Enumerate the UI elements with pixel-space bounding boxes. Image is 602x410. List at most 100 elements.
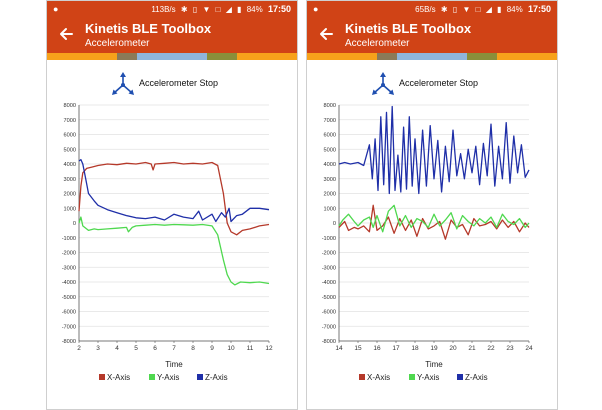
accelerometer-stop-label[interactable]: Accelerometer Stop: [139, 78, 219, 88]
accelerometer-toggle[interactable]: Accelerometer Stop: [47, 71, 297, 101]
series-line-y-axis: [78, 216, 270, 286]
app-bar: Kinetis BLE Toolbox Accelerometer: [47, 17, 297, 53]
battery-percent: 84%: [506, 5, 523, 14]
clock: 17:50: [267, 4, 291, 14]
x-tick-label: 8: [191, 345, 195, 352]
y-tick-label: 4000: [64, 162, 76, 168]
x-tick-label: 24: [525, 345, 533, 352]
strip-segment: [207, 53, 237, 60]
y-tick-label: 7000: [324, 118, 336, 124]
y-tick-label: 3000: [64, 177, 76, 183]
y-tick-label: -7000: [322, 324, 336, 330]
wifi-icon: ▼: [462, 5, 471, 14]
y-tick-label: -2000: [62, 251, 76, 257]
x-tick-label: 21: [468, 345, 476, 352]
clock: 17:50: [527, 4, 551, 14]
legend-label: Y-Axis: [417, 373, 439, 382]
y-tick-label: -8000: [62, 339, 76, 345]
y-tick-label: 3000: [324, 177, 336, 183]
network-speed: 113B/s: [151, 5, 176, 14]
vibrate-icon: ▯: [452, 5, 458, 14]
legend-label: X-Axis: [367, 373, 390, 382]
phone-screen-right: ● 65B/s ✱ ▯ ▼ □ ◢ ▮ 84% 17:50 Kinetis BL…: [306, 0, 558, 410]
x-tick-label: 5: [134, 345, 138, 352]
x-tick-label: 15: [354, 345, 362, 352]
strip-segment: [497, 53, 557, 60]
no-sim-icon: □: [475, 5, 481, 14]
strip-segment: [117, 53, 137, 60]
y-tick-label: -5000: [322, 295, 336, 301]
y-tick-label: -3000: [62, 265, 76, 271]
battery-icon: ▮: [497, 5, 502, 14]
y-tick-label: 8000: [324, 103, 336, 109]
x-axis-title: Time: [165, 360, 183, 369]
x-tick-label: 22: [487, 345, 495, 352]
app-subtitle: Accelerometer: [85, 38, 150, 49]
x-tick-label: 2: [77, 345, 81, 352]
legend-swatch: [149, 374, 155, 380]
y-tick-label: 2000: [324, 192, 336, 198]
status-bar: ● 65B/s ✱ ▯ ▼ □ ◢ ▮ 84% 17:50: [307, 1, 557, 17]
strip-segment: [137, 53, 207, 60]
vibrate-icon: ▯: [192, 5, 198, 14]
legend-swatch: [197, 374, 203, 380]
legend-label: X-Axis: [107, 373, 130, 382]
status-bar: ● 113B/s ✱ ▯ ▼ □ ◢ ▮ 84% 17:50: [47, 1, 297, 17]
color-strip: [47, 53, 297, 60]
y-tick-label: 8000: [64, 103, 76, 109]
strip-segment: [467, 53, 497, 60]
status-indicators: 65B/s ✱ ▯ ▼ □ ◢ ▮ 84% 17:50: [412, 1, 551, 18]
bluetooth-icon: ✱: [180, 5, 188, 14]
y-tick-label: 5000: [324, 147, 336, 153]
strip-segment: [47, 53, 117, 60]
legend-swatch: [359, 374, 365, 380]
series-line-y-axis: [338, 204, 530, 233]
axes-compass-icon[interactable]: [369, 71, 397, 99]
y-tick-label: 0: [333, 221, 336, 227]
x-tick-label: 7: [172, 345, 176, 352]
x-tick-label: 12: [265, 345, 273, 352]
app-subtitle: Accelerometer: [345, 38, 410, 49]
legend-label: Z-Axis: [205, 373, 228, 382]
battery-icon: ▮: [237, 5, 242, 14]
accelerometer-toggle[interactable]: Accelerometer Stop: [307, 71, 557, 101]
y-tick-label: -8000: [322, 339, 336, 345]
series-line-z-axis: [338, 105, 530, 195]
legend-swatch: [99, 374, 105, 380]
legend-label: Z-Axis: [465, 373, 488, 382]
y-tick-label: -4000: [322, 280, 336, 286]
color-strip: [307, 53, 557, 60]
x-tick-label: 3: [96, 345, 100, 352]
y-tick-label: 7000: [64, 118, 76, 124]
signal-icon: ◢: [485, 5, 492, 14]
strip-segment: [237, 53, 297, 60]
y-tick-label: 0: [73, 221, 76, 227]
y-tick-label: -1000: [322, 236, 336, 242]
x-tick-label: 17: [392, 345, 400, 352]
strip-segment: [377, 53, 397, 60]
strip-segment: [307, 53, 377, 60]
axes-compass-icon[interactable]: [109, 71, 137, 99]
battery-percent: 84%: [246, 5, 263, 14]
y-tick-label: 5000: [64, 147, 76, 153]
network-speed: 65B/s: [415, 5, 436, 14]
accelerometer-chart: 8000 7000 6000 5000 4000 3000 2000 1000 0 -1000 -2…: [322, 103, 533, 382]
x-tick-label: 4: [115, 345, 119, 352]
x-axis-title: Time: [425, 360, 443, 369]
chat-bubble-icon: ●: [313, 4, 319, 14]
series-line-x-axis: [338, 204, 530, 240]
accelerometer-stop-label[interactable]: Accelerometer Stop: [399, 78, 479, 88]
legend-swatch: [457, 374, 463, 380]
x-tick-label: 10: [227, 345, 235, 352]
back-arrow-icon[interactable]: [55, 23, 77, 45]
y-tick-label: -1000: [62, 236, 76, 242]
back-arrow-icon[interactable]: [315, 23, 337, 45]
y-tick-label: 4000: [324, 162, 336, 168]
wifi-icon: ▼: [202, 5, 211, 14]
legend-label: Y-Axis: [157, 373, 179, 382]
y-tick-label: 1000: [324, 206, 336, 212]
y-tick-label: -3000: [322, 265, 336, 271]
y-tick-label: -6000: [62, 310, 76, 316]
y-tick-label: -6000: [322, 310, 336, 316]
app-title: Kinetis BLE Toolbox: [85, 21, 212, 36]
